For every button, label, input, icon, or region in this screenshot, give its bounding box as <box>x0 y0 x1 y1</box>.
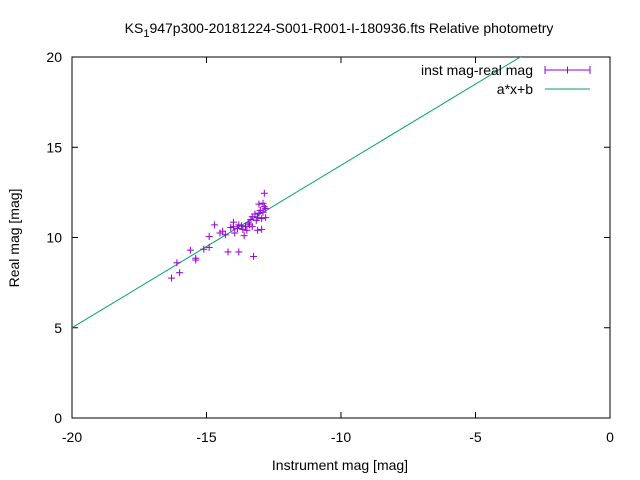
data-point <box>229 223 237 231</box>
y-tick-label: 10 <box>46 230 62 246</box>
plot-area-frame <box>71 56 611 419</box>
data-point <box>176 269 184 277</box>
chart-title-prefix: KS <box>125 20 144 36</box>
chart-title-rest: 947p300-20181224-S001-R001-I-180936.fts … <box>149 20 553 36</box>
data-point <box>219 227 227 235</box>
x-axis-label: Instrument mag [mag] <box>272 457 408 473</box>
data-point <box>259 208 267 216</box>
x-tick-label: -15 <box>196 429 216 445</box>
y-axis: 0 5 10 15 20 <box>46 49 610 426</box>
legend-label-points: inst mag-real mag <box>421 62 533 78</box>
data-point <box>205 233 213 241</box>
data-point <box>254 214 262 222</box>
data-point <box>235 248 243 256</box>
data-point <box>237 222 245 230</box>
data-point <box>168 274 176 282</box>
data-point <box>259 199 267 207</box>
data-point <box>211 221 219 229</box>
data-point <box>251 210 259 218</box>
data-point <box>243 226 251 234</box>
y-tick-label: 0 <box>54 410 62 426</box>
data-point <box>262 205 270 213</box>
data-point <box>255 200 263 208</box>
y-axis-label: Real mag [mag] <box>6 189 22 288</box>
data-point <box>250 252 258 260</box>
data-point <box>262 214 270 222</box>
data-point <box>233 224 241 232</box>
data-point <box>260 203 268 211</box>
y-tick-label: 20 <box>46 49 62 65</box>
legend-label-fit: a*x+b <box>497 81 533 97</box>
data-point <box>221 231 229 239</box>
x-axis: -20 -15 -10 -5 0 <box>62 57 614 445</box>
fit-line <box>72 57 522 329</box>
x-tick-label: 0 <box>606 429 614 445</box>
legend-sample-points <box>544 66 591 74</box>
x-tick-label: -5 <box>469 429 482 445</box>
x-tick-label: -10 <box>331 429 351 445</box>
data-point <box>186 246 194 254</box>
data-point <box>224 248 232 256</box>
data-point <box>258 225 266 233</box>
chart-title: KS1947p300-20181224-S001-R001-I-180936.f… <box>125 20 554 40</box>
data-points <box>168 189 270 282</box>
data-point <box>248 223 256 231</box>
data-point <box>173 259 181 267</box>
y-tick-label: 15 <box>46 139 62 155</box>
data-point <box>231 229 239 237</box>
data-point <box>258 215 266 223</box>
data-point <box>242 223 250 231</box>
data-point <box>244 219 252 227</box>
chart-title-subscript: 1 <box>143 28 149 40</box>
legend: inst mag-real mag a*x+b <box>421 62 591 97</box>
data-point <box>240 232 248 240</box>
data-point <box>200 245 208 253</box>
data-point <box>205 243 213 251</box>
data-point <box>254 226 262 234</box>
x-tick-label: -20 <box>62 429 82 445</box>
y-tick-label: 5 <box>54 320 62 336</box>
data-point <box>260 189 268 197</box>
data-point <box>192 254 200 262</box>
